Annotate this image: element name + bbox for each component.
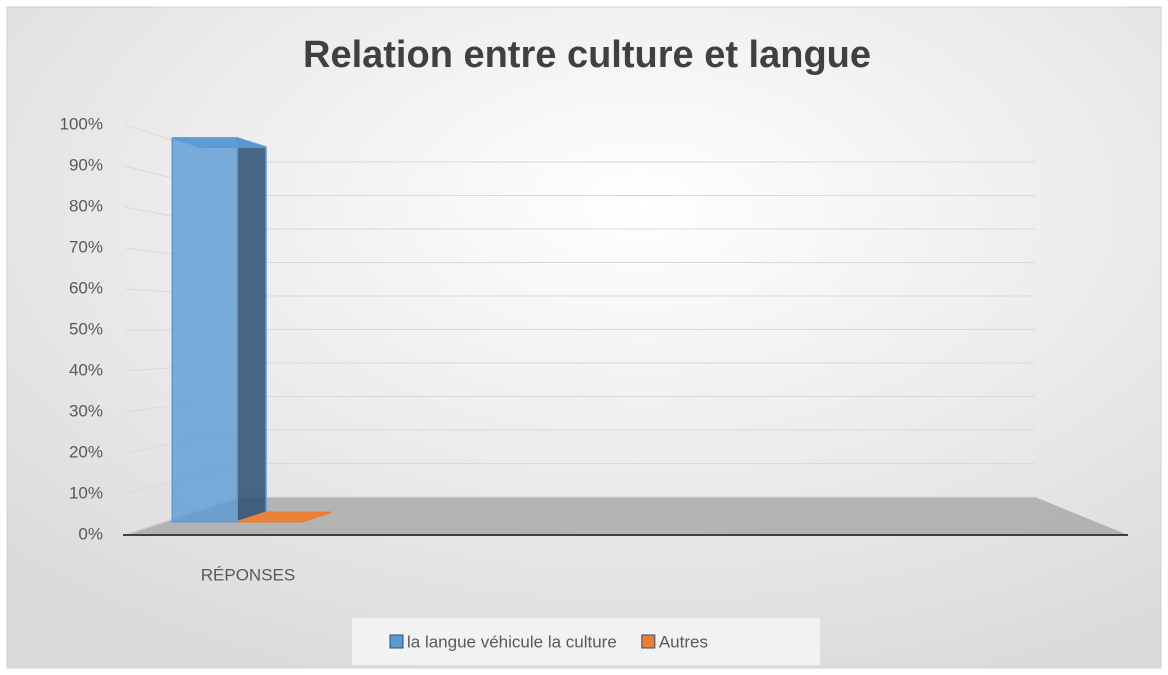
y-tick-label: 80% [69,196,103,215]
legend-swatch [389,634,404,649]
bar [171,136,267,523]
bar-side [236,136,267,523]
y-tick-label: 30% [69,401,103,420]
y-tick-label: 20% [69,442,103,461]
legend-label: Autres [659,632,708,651]
bar [237,511,332,523]
chart-title: Relation entre culture et langue [303,34,871,76]
y-tick-label: 60% [69,278,103,297]
x-tick-label: RÉPONSES [201,565,295,584]
y-tick-label: 50% [69,319,103,338]
legend-label: la langue véhicule la culture [407,632,617,651]
legend [352,618,820,665]
floor [123,497,1128,535]
y-tick-label: 100% [60,114,103,133]
y-tick-label: 40% [69,360,103,379]
y-tick-label: 0% [78,524,103,543]
y-tick-label: 90% [69,155,103,174]
y-tick-label: 10% [69,483,103,502]
y-tick-label: 70% [69,237,103,256]
legend-swatch [641,634,656,649]
bar-front [171,137,238,523]
